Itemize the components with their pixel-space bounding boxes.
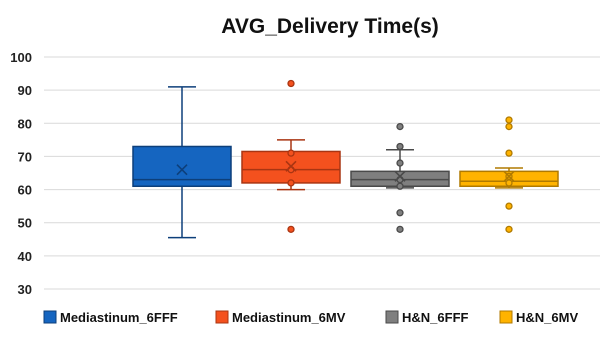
y-tick-label: 40: [18, 249, 32, 264]
box-group: [132, 86, 232, 239]
y-tick-label: 60: [18, 183, 32, 198]
box-series: [132, 79, 559, 239]
box-group: [350, 122, 450, 233]
inner-point: [396, 159, 404, 167]
legend-label: Mediastinum_6FFF: [60, 310, 178, 325]
y-axis: 30 40 50 60 70 80 90 100: [10, 50, 32, 297]
legend-item: H&N_6MV: [499, 310, 578, 325]
legend-swatch: [385, 310, 399, 324]
outlier-point: [505, 202, 513, 210]
mean-marker: [503, 170, 515, 182]
box-group: [459, 116, 559, 233]
outlier-point: [505, 116, 513, 124]
y-tick-label: 90: [18, 83, 32, 98]
inner-point: [287, 179, 295, 187]
legend-item: H&N_6FFF: [385, 310, 469, 325]
outlier-point: [396, 142, 404, 151]
legend-label: Mediastinum_6MV: [232, 310, 346, 325]
outlier-point: [396, 225, 404, 233]
y-tick-label: 30: [18, 282, 32, 297]
y-tick-label: 100: [10, 50, 32, 65]
y-tick-label: 50: [18, 216, 32, 231]
outlier-point: [287, 225, 295, 233]
outlier-point: [505, 149, 513, 157]
mean-marker: [176, 164, 188, 176]
inner-point: [505, 179, 513, 187]
legend-item: Mediastinum_6MV: [215, 310, 346, 325]
outlier-point: [287, 79, 295, 88]
mean-marker: [394, 170, 406, 182]
mean-marker: [285, 160, 297, 172]
y-tick-label: 70: [18, 149, 32, 164]
outlier-point: [396, 122, 404, 131]
legend-label: H&N_6MV: [516, 310, 578, 325]
legend-swatch: [499, 310, 513, 324]
inner-point: [396, 182, 404, 190]
chart-title: AVG_Delivery Time(s): [221, 15, 439, 38]
y-tick-label: 80: [18, 116, 32, 131]
outlier-point: [396, 209, 404, 217]
legend-swatch: [43, 310, 57, 324]
legend: Mediastinum_6FFF Mediastinum_6MV H&N_6FFF H…: [43, 310, 578, 325]
legend-label: H&N_6FFF: [402, 310, 469, 325]
inner-point: [287, 149, 295, 157]
outlier-point: [505, 225, 513, 233]
legend-item: Mediastinum_6FFF: [43, 310, 178, 325]
outlier-point: [505, 122, 513, 131]
legend-swatch: [215, 310, 229, 324]
box-group: [241, 79, 341, 233]
